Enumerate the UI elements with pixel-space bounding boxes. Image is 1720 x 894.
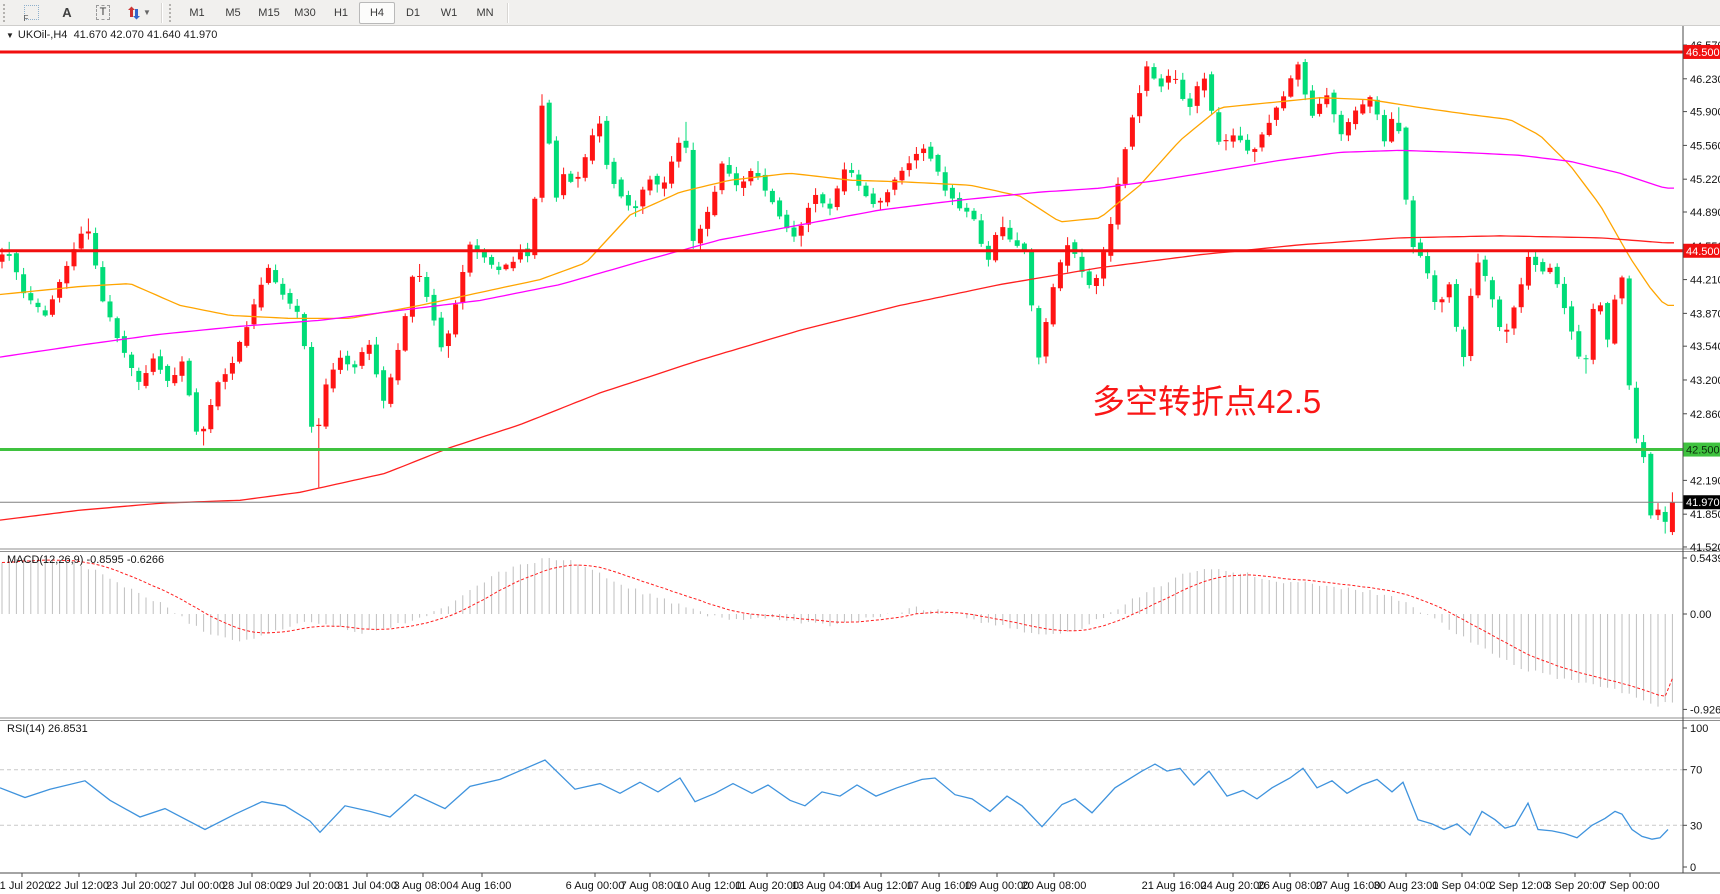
time-axis-label: 29 Jul 20:00	[280, 880, 340, 892]
axis-tick-label: 41.850	[1690, 509, 1720, 521]
text-label-button[interactable]: A	[49, 2, 85, 24]
dropdown-caret-icon: ▼	[143, 8, 151, 17]
tf-button-W1[interactable]: W1	[440, 6, 458, 19]
rsi-indicator-label: RSI(14) 26.8531	[7, 723, 88, 735]
chart-grid-icon: F	[23, 5, 39, 23]
time-axis-label: 27 Aug 16:00	[1316, 880, 1381, 892]
price-level-lines	[0, 50, 1683, 503]
chart-symbol-timeframe: UKOil-,H4	[17, 29, 68, 41]
time-axis-label: 19 Aug 00:00	[965, 880, 1030, 892]
tf-button-M1[interactable]: M1	[189, 6, 205, 19]
axis-tick-label: 70	[1690, 765, 1702, 777]
axis-tick-label: 43.200	[1690, 375, 1720, 387]
chart-annotation-text: 多空转折点42.5	[1092, 383, 1322, 420]
time-axis-label: 3 Aug 08:00	[394, 880, 453, 892]
time-axis-label: 14 Aug 12:00	[849, 880, 914, 892]
axis-tick-label: 0.5439	[1690, 553, 1720, 565]
arrows-tool-icon	[128, 6, 141, 19]
level-price-label	[1683, 442, 1720, 457]
level-price-label-text: 42.500	[1686, 445, 1720, 457]
tf-button-H4[interactable]: H4	[359, 1, 395, 24]
tf-button-M5[interactable]: M5	[225, 6, 241, 19]
chart-grid-button[interactable]: F	[13, 2, 49, 24]
tf-button-D1[interactable]: D1	[405, 6, 421, 19]
main-toolbar: F A T ▼ M1 M5 M15 M30 H1 H4 D1 W1 MN	[0, 0, 1720, 26]
axis-tick-label: 42.860	[1690, 409, 1720, 421]
arrows-tool-button[interactable]: ▼	[121, 2, 157, 24]
text-label-icon: A	[62, 5, 72, 20]
axis-tick-label: 0.00	[1690, 609, 1711, 621]
macd-histogram	[1, 557, 1673, 707]
chart-surface[interactable]: 46.57046.23045.90045.56045.22044.89044.5…	[0, 26, 1720, 894]
axis-tick-label: 43.540	[1690, 341, 1720, 353]
time-axis-label: 10 Aug 12:00	[677, 880, 742, 892]
ma-fast-line	[0, 97, 1674, 320]
tf-button-H1[interactable]: H1	[333, 6, 349, 19]
time-axis-label: 7 Sep 00:00	[1600, 880, 1659, 892]
time-axis-label: 30 Aug 23:00	[1374, 880, 1439, 892]
axis-tick-label: 45.220	[1690, 174, 1720, 186]
time-axis-label: 6 Aug 00:00	[566, 880, 625, 892]
toolbar-separator	[161, 2, 162, 23]
time-axis-label: 1 Sep 04:00	[1432, 880, 1491, 892]
time-axis-label: 11 Aug 20:00	[735, 880, 799, 892]
tf-button-M30[interactable]: M30	[294, 6, 316, 19]
axis-tick-label: 0	[1690, 862, 1696, 874]
time-axis-label: 28 Jul 08:00	[222, 880, 282, 892]
axis-tick-label: 45.900	[1690, 107, 1720, 119]
time-axis-label: 3 Sep 20:00	[1545, 880, 1604, 892]
time-axis-label: 4 Aug 16:00	[453, 880, 512, 892]
time-axis-label: 13 Aug 04:00	[792, 880, 857, 892]
symbol-dropdown-icon[interactable]: ▼	[6, 31, 14, 40]
axis-tick-label: 45.560	[1690, 140, 1720, 152]
level-price-label	[1683, 44, 1720, 59]
time-axis-label: 31 Jul 04:00	[337, 880, 397, 892]
time-axis-label: 27 Jul 00:00	[165, 880, 225, 892]
candlestick-series	[0, 58, 1675, 536]
ma-slow-line	[0, 235, 1674, 521]
time-axis-label: 24 Aug 20:00	[1201, 880, 1266, 892]
ma-mid-line	[0, 149, 1674, 358]
axis-tick-label: 44.210	[1690, 275, 1720, 287]
price-axis-labels: 46.57046.23045.90045.56045.22044.89044.5…	[1683, 40, 1720, 874]
tf-button-MN[interactable]: MN	[476, 6, 494, 19]
time-axis-label: 26 Aug 08:00	[1258, 880, 1323, 892]
current-price-label-text: 41.970	[1686, 497, 1720, 509]
axis-tick-label: 41.520	[1690, 542, 1720, 554]
rsi-line	[0, 759, 1669, 840]
text-box-icon: T	[95, 5, 111, 20]
text-box-button[interactable]: T	[85, 2, 121, 24]
toolbar-separator	[507, 2, 508, 23]
axis-tick-label: -0.9263	[1690, 704, 1720, 716]
level-price-label	[1683, 243, 1720, 258]
axis-tick-label: 30	[1690, 820, 1702, 832]
level-price-label-text: 46.500	[1686, 47, 1720, 59]
level-price-label-text: 44.500	[1686, 246, 1720, 258]
axis-tick-label: 46.230	[1690, 74, 1720, 86]
axis-tick-label: 42.190	[1690, 475, 1720, 487]
time-axis-label: 21 Aug 16:00	[1142, 880, 1207, 892]
axis-tick-label: 43.870	[1690, 308, 1720, 320]
axis-tick-label: 100	[1690, 723, 1708, 735]
time-axis-label: 17 Aug 16:00	[907, 880, 972, 892]
macd-indicator-label: MACD(12,26,9) -0.8595 -0.6266	[7, 554, 165, 566]
timeframe-toolbar: M1 M5 M15 M30 H1 H4 D1 W1 MN	[179, 1, 503, 24]
tf-button-M15[interactable]: M15	[258, 6, 280, 19]
time-axis-label: 2 Sep 12:00	[1489, 880, 1548, 892]
time-axis-label: 7 Aug 08:00	[621, 880, 680, 892]
macd-signal-line	[1, 559, 1673, 697]
toolbar-grip[interactable]	[169, 3, 175, 22]
toolbar-grip[interactable]	[3, 3, 9, 22]
time-axis-label: 22 Jul 12:00	[49, 880, 109, 892]
time-axis-label: 23 Jul 20:00	[106, 880, 166, 892]
chart-title: ▼ UKOil-,H4 41.670 42.070 41.640 41.970	[6, 29, 217, 41]
chart-ohlc-readout: 41.670 42.070 41.640 41.970	[73, 29, 218, 41]
time-axis-label: 20 Aug 08:00	[1022, 880, 1087, 892]
time-axis-label: 21 Jul 2020	[0, 880, 50, 892]
current-price-label	[1683, 495, 1720, 510]
axis-tick-label: 44.890	[1690, 207, 1720, 219]
